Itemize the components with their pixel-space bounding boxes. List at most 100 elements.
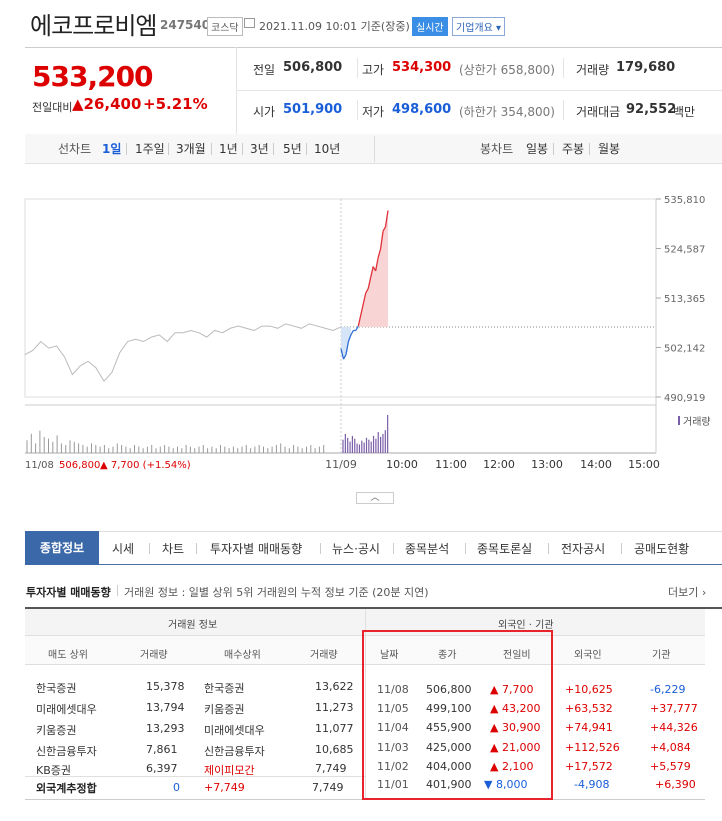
foreign-inst-header: 외국인 · 기관 (498, 620, 554, 631)
open-label: 시가 (253, 105, 276, 119)
row-sell-volume: 6,397 (146, 762, 178, 775)
tab-short-selling[interactable]: 공매도현황 (634, 542, 690, 556)
row-foreign: +10,625 (565, 683, 613, 696)
x-tick-label: 11/09 (325, 458, 357, 471)
company-info-button[interactable]: 기업개요 ▾ (452, 17, 505, 36)
highlight-box (362, 630, 553, 800)
today-line-segment (374, 257, 379, 272)
candle-weekly[interactable]: 주봉 (562, 142, 585, 156)
row-close: 499,100 (426, 702, 472, 715)
volume-label: 거래량 (576, 63, 610, 77)
row-close: 425,000 (426, 741, 472, 754)
row-foreign: +17,572 (565, 760, 613, 773)
total-close: 401,900 (426, 778, 472, 791)
row-sell-broker[interactable]: 신한금융투자 (36, 745, 97, 758)
period-3y[interactable]: 3년 (250, 142, 269, 156)
row-institution: +44,326 (650, 721, 698, 734)
tab-quote[interactable]: 시세 (112, 542, 135, 556)
row-close: 506,800 (426, 683, 472, 696)
period-1w[interactable]: 1주일 (135, 142, 165, 156)
footer-date: 11/08 (25, 460, 54, 471)
high-label: 고가 (362, 63, 385, 77)
broker-header: 거래원 정보 (168, 620, 218, 631)
row-sell-volume: 15,378 (146, 680, 185, 693)
row-buy-volume: 10,685 (315, 743, 354, 756)
col-close: 종가 (438, 650, 457, 661)
row-buy-broker[interactable]: 제이피모간 (204, 764, 255, 777)
col-sell-volume: 거래량 (140, 650, 168, 661)
total-date: 11/01 (377, 778, 409, 791)
x-tick-label: 15:00 (628, 458, 660, 471)
row-buy-broker[interactable]: 미래에셋대우 (204, 724, 265, 737)
row-sell-volume: 13,794 (146, 701, 185, 714)
row-buy-broker[interactable]: 한국증권 (204, 682, 245, 695)
period-3m[interactable]: 3개월 (176, 142, 206, 156)
tab-news[interactable]: 뉴스·공시 (332, 542, 380, 556)
today-line-segment (365, 288, 369, 294)
col-buy-volume: 거래량 (310, 650, 338, 661)
today-line-segment (377, 248, 382, 258)
tab-analysis[interactable]: 종목분석 (405, 542, 450, 556)
x-tick-label: 12:00 (483, 458, 515, 471)
y-tick-label: 513,365 (664, 294, 705, 305)
row-institution: +4,084 (650, 741, 691, 754)
today-line-segment (355, 325, 359, 331)
today-line-segment (347, 334, 352, 342)
row-foreign: +112,526 (565, 741, 620, 754)
candle-daily[interactable]: 일봉 (526, 142, 549, 156)
tab-summary[interactable]: 종합정보 (25, 531, 99, 565)
collapse-chart-button[interactable]: ︿ (356, 492, 394, 504)
today-line-segment (370, 266, 374, 278)
row-institution: +37,777 (650, 702, 698, 715)
row-date: 11/08 (377, 683, 409, 696)
row-buy-volume: 7,749 (315, 762, 347, 775)
realtime-button[interactable]: 실시간 (412, 17, 448, 36)
total-change: ▼ 8,000 (484, 778, 528, 791)
tab-discussion[interactable]: 종목토론실 (477, 542, 533, 556)
row-change: ▲ 21,000 (490, 741, 541, 754)
low-label: 저가 (362, 105, 385, 119)
y-tick-label: 535,810 (664, 195, 705, 206)
tab-investor-trend[interactable]: 투자자별 매매동향 (210, 542, 303, 556)
amount-value: 92,552 (626, 102, 677, 117)
total-label: 외국계추정합 (36, 782, 97, 795)
tab-chart[interactable]: 차트 (162, 542, 185, 556)
row-buy-volume: 11,273 (315, 701, 354, 714)
amount-label: 거래대금 (576, 105, 621, 119)
period-1d[interactable]: 1일 (102, 142, 122, 156)
market-badge: 코스닥 (207, 17, 243, 36)
price-rate: +5.21% (143, 95, 208, 113)
period-5y[interactable]: 5년 (283, 142, 302, 156)
total-buy-volume: 7,749 (312, 781, 344, 794)
current-price: 533,200 (32, 60, 154, 93)
amount-unit: 백만 (673, 105, 696, 119)
x-tick-label: 14:00 (580, 458, 612, 471)
row-sell-broker[interactable]: 미래에셋대우 (36, 703, 97, 716)
row-sell-broker[interactable]: 키움증권 (36, 724, 77, 737)
row-sell-broker[interactable]: KB증권 (36, 764, 71, 777)
lower-limit: (하한가 354,800) (459, 105, 555, 119)
row-sell-volume: 13,293 (146, 722, 185, 735)
period-10y[interactable]: 10년 (314, 142, 341, 156)
tab-disclosure[interactable]: 전자공시 (561, 542, 606, 556)
footer-value: 506,800 (59, 460, 100, 471)
today-line-segment (345, 341, 350, 355)
price-chart: 535,810 524,587 513,365 502,142 490,919 거래량 11… (24, 195, 711, 471)
row-buy-broker[interactable]: 키움증권 (204, 703, 245, 716)
upper-limit: (상한가 658,800) (459, 63, 555, 77)
total-buy: +7,749 (204, 781, 245, 794)
row-sell-broker[interactable]: 한국증권 (36, 682, 77, 695)
volume-value: 179,680 (616, 60, 676, 75)
col-institution: 기관 (652, 650, 671, 661)
high-value: 534,300 (392, 60, 452, 75)
today-line-segment (382, 226, 387, 232)
y-tick-label: 502,142 (664, 344, 705, 355)
more-link[interactable]: 더보기 › (668, 586, 707, 599)
total-foreign: -4,908 (574, 778, 610, 791)
col-sell-top: 매도 상위 (48, 650, 88, 661)
prev-label: 전일 (253, 63, 276, 77)
col-foreign: 외국인 (574, 650, 602, 661)
row-buy-broker[interactable]: 신한금융투자 (204, 745, 265, 758)
candle-monthly[interactable]: 월봉 (598, 142, 621, 156)
period-1y[interactable]: 1년 (219, 142, 238, 156)
